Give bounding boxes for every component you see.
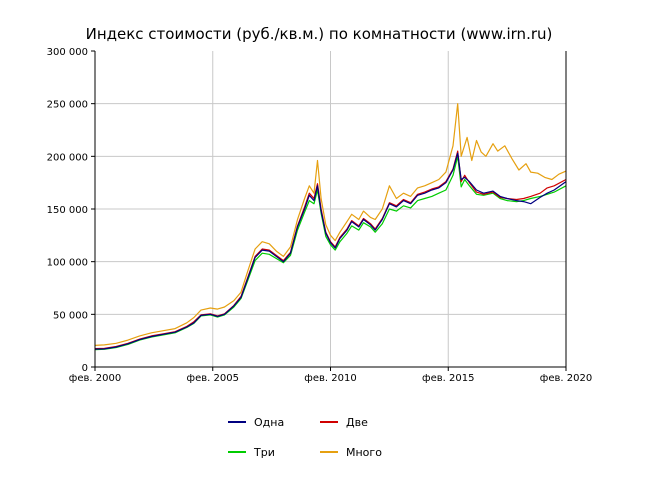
x-tick-label: фев. 2005 <box>187 373 239 384</box>
legend-label: Три <box>253 446 275 459</box>
y-tick-label: 50 000 <box>53 310 88 321</box>
legend: Одна Две Три Много <box>228 416 382 459</box>
series-line-1 <box>94 152 567 350</box>
y-tick-label: 300 000 <box>47 47 88 58</box>
legend-label: Две <box>346 416 368 429</box>
x-tick-label: фев. 2015 <box>422 373 474 384</box>
x-tick-label: фев. 2020 <box>540 373 592 384</box>
x-tick-label: фев. 2010 <box>304 373 356 384</box>
y-tick-label: 250 000 <box>47 100 88 111</box>
series-line-4 <box>94 103 567 346</box>
legend-label: Одна <box>254 416 284 429</box>
chart-title: Индекс стоимости (руб./кв.м.) по комнатн… <box>86 25 553 43</box>
y-tick-label: 0 <box>82 363 88 374</box>
legend-label: Много <box>346 446 382 459</box>
series-lines <box>94 103 567 351</box>
x-tick-label: фев. 2000 <box>69 373 121 384</box>
y-tick-label: 150 000 <box>47 205 88 216</box>
axes: фев. 2000 фев. 2005 фев. 2010 фев. 2015 фев.… <box>47 47 593 384</box>
y-tick-label: 200 000 <box>47 152 88 163</box>
grid-lines <box>95 51 566 367</box>
y-tick-label: 100 000 <box>47 258 88 269</box>
